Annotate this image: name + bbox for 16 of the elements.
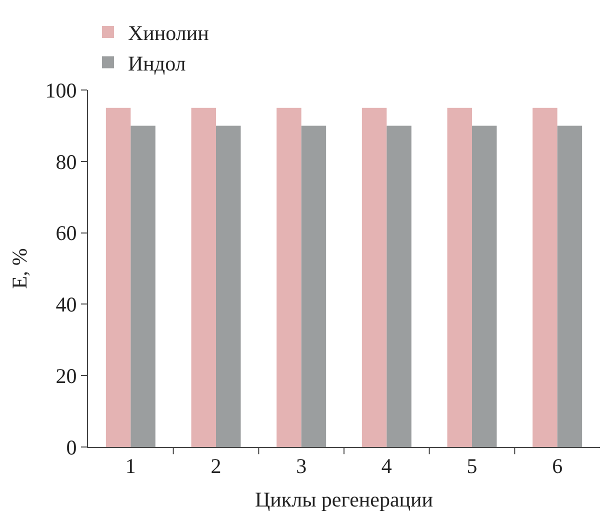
y-tick-label: 0 xyxy=(66,435,77,460)
y-tick-label: 100 xyxy=(45,78,77,102)
x-tick-label: 5 xyxy=(466,454,478,478)
x-tick-label: 3 xyxy=(296,454,307,478)
x-tick-label: 6 xyxy=(552,454,563,478)
x-tick-label: 4 xyxy=(381,454,392,478)
y-axis-title: E, % xyxy=(7,248,32,289)
y-tick-label: 40 xyxy=(56,292,77,317)
x-tick-label: 2 xyxy=(210,454,222,478)
y-tick-label: 20 xyxy=(56,364,77,388)
x-tick-label: 1 xyxy=(125,454,136,478)
y-tick-label: 60 xyxy=(56,221,77,246)
y-tick-label: 80 xyxy=(56,150,77,174)
x-axis-title: Циклы регенерации xyxy=(254,487,434,512)
legend-label: Хинолин xyxy=(128,21,209,46)
legend-label: Индол xyxy=(128,52,186,76)
